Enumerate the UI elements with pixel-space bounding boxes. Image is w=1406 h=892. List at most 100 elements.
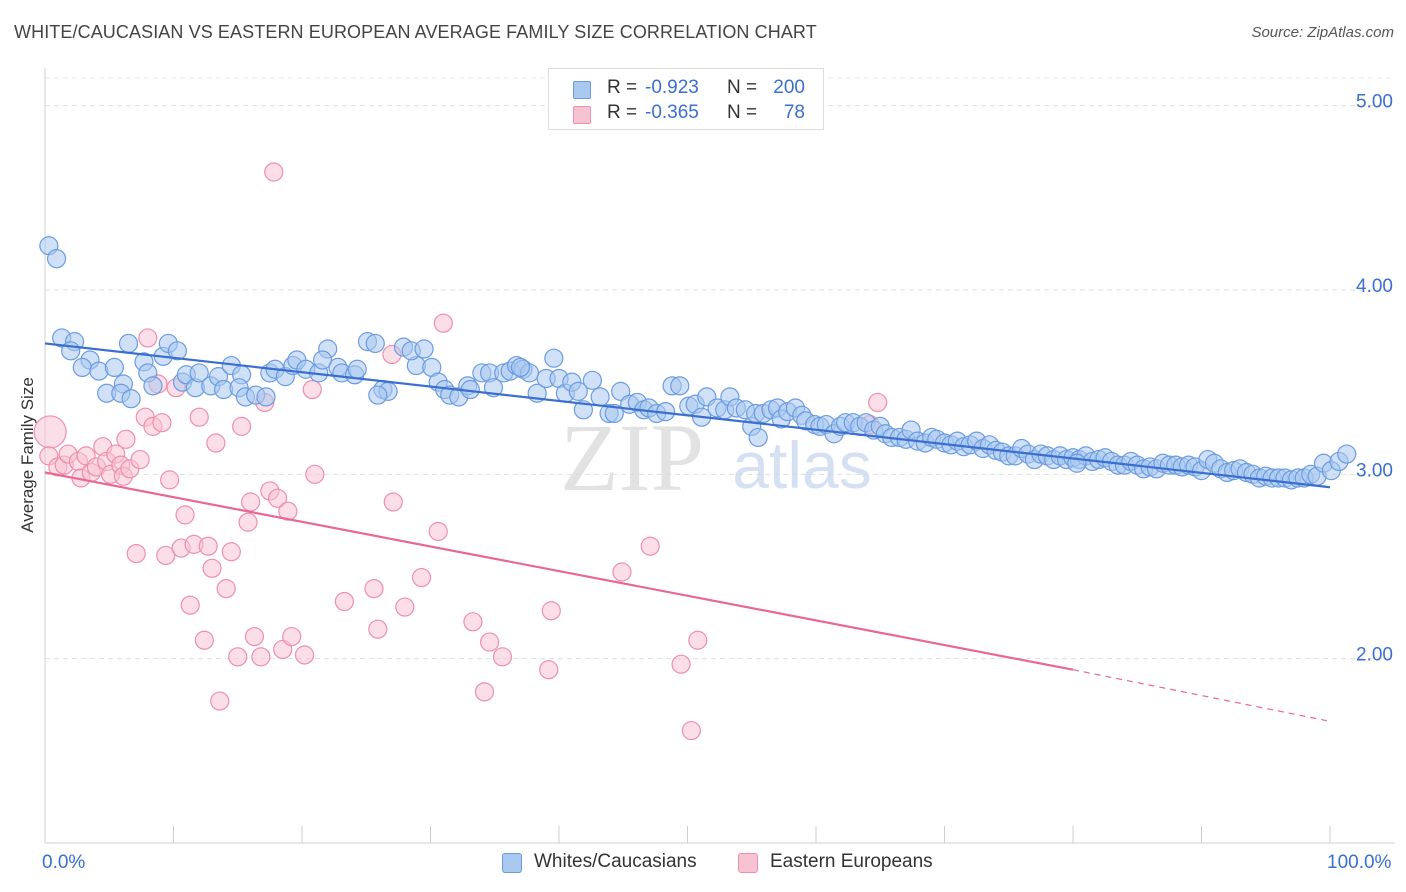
pink-point [198, 536, 218, 556]
blue-point [167, 341, 187, 361]
trend-line-eastern [44, 471, 1074, 671]
watermark-zip: ZIP [560, 404, 704, 511]
pink-point [302, 379, 322, 400]
pink-point [126, 543, 146, 564]
pink-point [282, 626, 302, 647]
pink-point [433, 313, 453, 333]
legend-swatch-pink [573, 106, 591, 124]
blue-point [604, 403, 624, 424]
pink-point [428, 521, 448, 542]
y-tick-label: 3.00 [1356, 460, 1393, 481]
blue-point [544, 348, 564, 368]
pink-point [463, 612, 483, 632]
pink-point [175, 505, 195, 525]
y-tick-label: 4.00 [1356, 276, 1393, 297]
pink-point [202, 558, 222, 578]
pink-point [364, 579, 384, 599]
pink-point [368, 619, 388, 639]
chart-title: WHITE/CAUCASIAN VS EASTERN EUROPEAN AVER… [14, 22, 817, 42]
pink-point [138, 328, 158, 348]
pink-point [480, 632, 500, 652]
legend-swatch-blue [573, 81, 591, 99]
pink-point [210, 691, 230, 711]
pink-point [189, 407, 209, 427]
pink-point [206, 433, 226, 453]
blue-point [121, 389, 141, 409]
blue-point [748, 427, 768, 448]
pink-point [238, 512, 258, 532]
pink-point [395, 597, 415, 617]
pink-point [130, 449, 150, 470]
blue-point [365, 333, 385, 354]
legend-r-label: R = [607, 77, 638, 98]
pink-point [671, 654, 691, 674]
legend-r-label: R = [607, 102, 638, 123]
blue-point [573, 400, 594, 420]
blue-point [1067, 453, 1087, 473]
pink-point [251, 647, 271, 667]
pink-point [194, 630, 214, 650]
pink-point [868, 392, 888, 413]
pink-point [33, 415, 67, 449]
series-eastern-europeans [33, 162, 888, 741]
pink-point [334, 591, 355, 612]
pink-point [216, 579, 236, 599]
legend-n-label: N = [727, 77, 758, 98]
blue-point [670, 376, 690, 396]
pink-point [612, 562, 632, 582]
y-tick-labels: 2.00 3.00 4.00 5.00 [1356, 92, 1393, 666]
pink-point [244, 626, 265, 647]
pink-point [232, 416, 252, 436]
y-tick-label: 2.00 [1356, 645, 1393, 666]
pink-point [383, 492, 403, 512]
legend-n-value: 78 [783, 102, 805, 123]
blue-point [312, 350, 333, 370]
pink-point [411, 567, 432, 588]
blue-point [1337, 444, 1357, 464]
pink-point [116, 429, 136, 449]
legend-swatch-pink [738, 853, 758, 873]
pink-point [294, 645, 315, 665]
y-tick-label: 5.00 [1356, 92, 1393, 113]
pink-point [681, 720, 701, 741]
pink-point [688, 630, 708, 650]
legend-label-eastern: Eastern Europeans [770, 851, 933, 872]
legend-n-value: 200 [773, 77, 805, 98]
legend-swatch-blue [502, 853, 522, 873]
pink-point [305, 464, 325, 484]
pink-point [492, 647, 513, 667]
pink-point [160, 470, 180, 490]
x-tick-label-max: 100.0% [1327, 852, 1392, 873]
pink-point [264, 162, 284, 182]
source-label: Source: ZipAtlas.com [1251, 24, 1394, 41]
blue-point [46, 249, 67, 269]
trend-line-whites [44, 342, 1331, 489]
blue-point [582, 370, 603, 390]
legend-r-value: -0.923 [645, 77, 699, 98]
pink-point [541, 601, 561, 621]
blue-point [118, 333, 139, 354]
pink-point [267, 488, 288, 508]
legend-label-whites: Whites/Caucasians [534, 851, 697, 872]
x-tick-label-min: 0.0% [42, 852, 86, 873]
pink-point [228, 647, 248, 667]
blue-point [143, 376, 163, 396]
pink-point [180, 595, 200, 615]
blue-point [189, 363, 209, 383]
trend-lines [44, 342, 1331, 722]
correlation-legend: R = -0.923 N = 200 R = -0.365 N = 78 [548, 68, 824, 130]
legend-row-eastern: R = -0.365 N = 78 [549, 102, 823, 128]
pink-point [221, 542, 241, 562]
pink-point [539, 660, 559, 680]
blue-point [368, 385, 388, 405]
blue-point [568, 381, 588, 401]
pink-point [241, 492, 261, 512]
pink-point [474, 682, 495, 702]
blue-point [414, 339, 434, 359]
pink-point [152, 413, 172, 433]
trend-line-eastern-extrapolated [1072, 669, 1331, 722]
legend-row-whites: R = -0.923 N = 200 [549, 77, 823, 103]
blue-point [510, 357, 531, 378]
axes [44, 68, 1395, 844]
